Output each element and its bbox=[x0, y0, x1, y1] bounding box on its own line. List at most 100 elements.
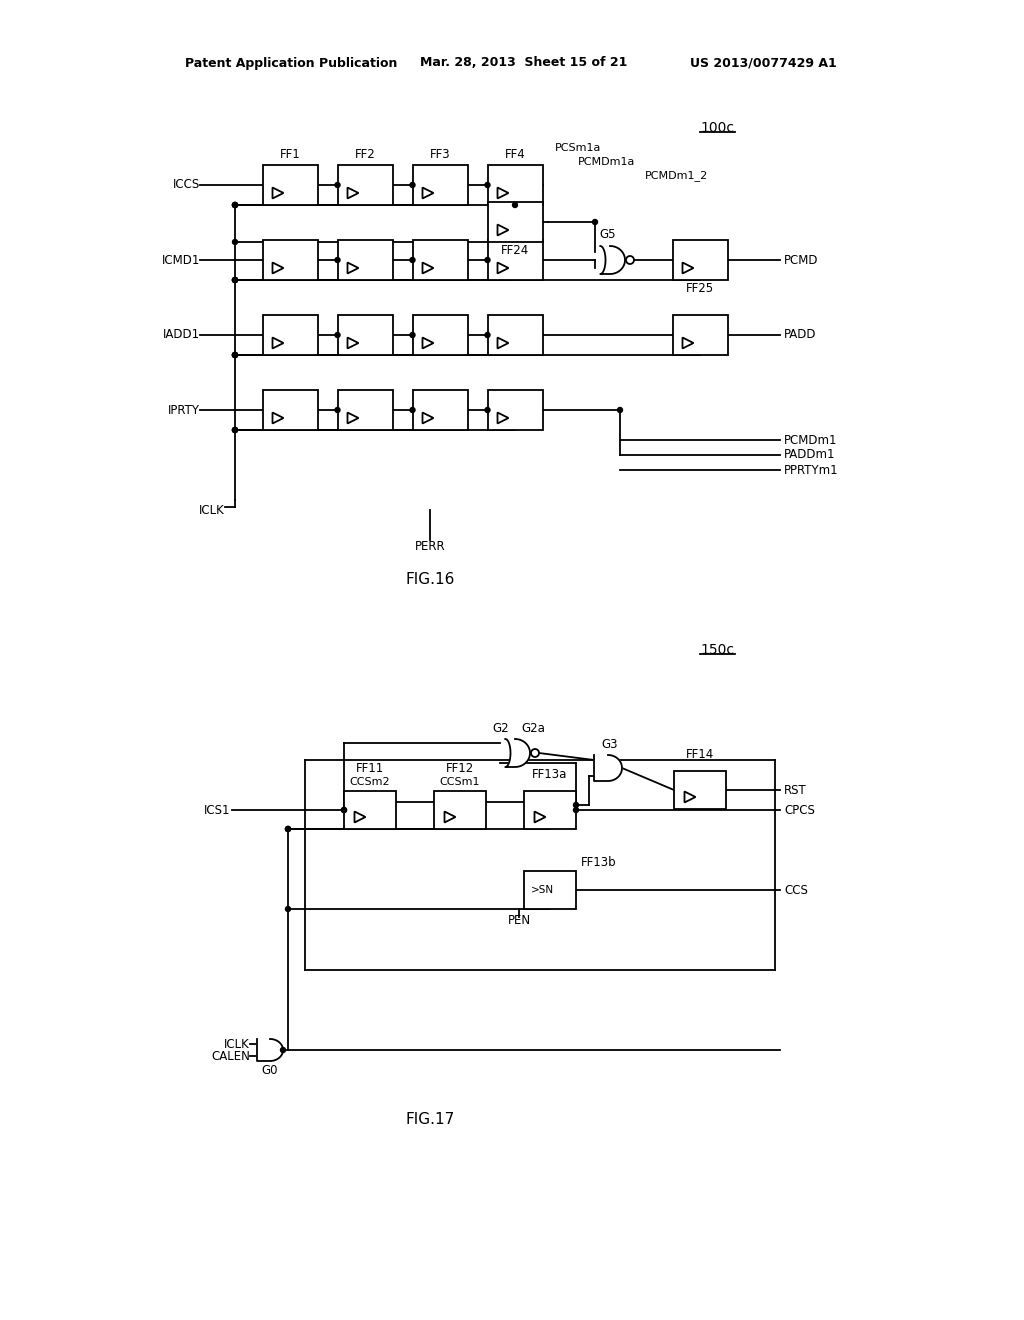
Circle shape bbox=[232, 277, 238, 282]
Polygon shape bbox=[594, 755, 622, 781]
Circle shape bbox=[232, 352, 238, 358]
Text: ICLK: ICLK bbox=[224, 1038, 250, 1051]
Text: FF14: FF14 bbox=[686, 748, 714, 762]
Text: PEN: PEN bbox=[508, 915, 530, 928]
Text: CCSm2: CCSm2 bbox=[349, 777, 390, 787]
Circle shape bbox=[232, 428, 238, 433]
Polygon shape bbox=[498, 187, 509, 198]
Text: CALEN: CALEN bbox=[211, 1049, 250, 1063]
Text: FIG.16: FIG.16 bbox=[406, 573, 455, 587]
Text: CPCS: CPCS bbox=[784, 804, 815, 817]
Circle shape bbox=[232, 202, 238, 207]
Circle shape bbox=[232, 277, 238, 282]
Text: G2: G2 bbox=[493, 722, 509, 735]
Text: G3: G3 bbox=[602, 738, 618, 751]
Text: ICCS: ICCS bbox=[173, 178, 200, 191]
Circle shape bbox=[593, 219, 597, 224]
Bar bbox=[413, 240, 468, 280]
Bar bbox=[338, 389, 392, 430]
Bar bbox=[413, 389, 468, 430]
Polygon shape bbox=[272, 338, 284, 348]
Text: G0: G0 bbox=[262, 1064, 279, 1077]
Circle shape bbox=[286, 826, 291, 832]
Text: G2a: G2a bbox=[521, 722, 545, 735]
Text: FF11: FF11 bbox=[356, 763, 384, 776]
Circle shape bbox=[335, 333, 340, 338]
Text: FF12: FF12 bbox=[445, 763, 474, 776]
Text: FF25: FF25 bbox=[686, 282, 714, 296]
Polygon shape bbox=[272, 187, 284, 198]
Polygon shape bbox=[498, 224, 509, 235]
Circle shape bbox=[410, 333, 415, 338]
Bar bbox=[338, 165, 392, 205]
Bar bbox=[434, 791, 486, 829]
Bar bbox=[524, 871, 575, 909]
Text: Patent Application Publication: Patent Application Publication bbox=[185, 57, 397, 70]
Bar bbox=[413, 315, 468, 355]
Circle shape bbox=[617, 408, 623, 412]
Polygon shape bbox=[423, 187, 433, 198]
Polygon shape bbox=[600, 246, 625, 275]
Circle shape bbox=[335, 257, 340, 263]
Text: PCMDm1_2: PCMDm1_2 bbox=[645, 170, 709, 181]
Circle shape bbox=[410, 257, 415, 263]
Bar bbox=[413, 165, 468, 205]
Bar bbox=[262, 240, 317, 280]
Polygon shape bbox=[272, 263, 284, 273]
Polygon shape bbox=[684, 792, 695, 803]
Circle shape bbox=[232, 352, 238, 358]
Text: G5: G5 bbox=[600, 227, 616, 240]
Circle shape bbox=[485, 333, 490, 338]
Circle shape bbox=[232, 202, 238, 207]
Circle shape bbox=[573, 803, 579, 808]
Circle shape bbox=[232, 202, 238, 207]
Polygon shape bbox=[423, 338, 433, 348]
Circle shape bbox=[286, 907, 291, 912]
Polygon shape bbox=[347, 187, 358, 198]
Text: IPRTY: IPRTY bbox=[168, 404, 200, 417]
Text: RST: RST bbox=[784, 784, 807, 796]
Circle shape bbox=[232, 239, 238, 244]
Bar bbox=[524, 791, 575, 829]
Polygon shape bbox=[498, 263, 509, 273]
Text: CCSm1: CCSm1 bbox=[439, 777, 480, 787]
Circle shape bbox=[286, 826, 291, 832]
Circle shape bbox=[485, 257, 490, 263]
Text: >SN: >SN bbox=[530, 884, 554, 895]
Circle shape bbox=[341, 808, 346, 813]
Polygon shape bbox=[272, 412, 284, 424]
Polygon shape bbox=[535, 812, 546, 822]
Polygon shape bbox=[347, 338, 358, 348]
Circle shape bbox=[335, 408, 340, 412]
Text: ICMD1: ICMD1 bbox=[162, 253, 200, 267]
Text: PCMDm1: PCMDm1 bbox=[784, 433, 838, 446]
Polygon shape bbox=[683, 338, 693, 348]
Text: 150c: 150c bbox=[700, 643, 734, 657]
Circle shape bbox=[281, 1048, 286, 1052]
Bar bbox=[344, 791, 396, 829]
Circle shape bbox=[232, 352, 238, 358]
Polygon shape bbox=[505, 739, 530, 767]
Circle shape bbox=[485, 182, 490, 187]
Text: FF2: FF2 bbox=[354, 149, 376, 161]
Text: PADDm1: PADDm1 bbox=[784, 449, 836, 462]
Polygon shape bbox=[498, 412, 509, 424]
Bar bbox=[338, 315, 392, 355]
Circle shape bbox=[531, 748, 539, 756]
Circle shape bbox=[232, 202, 238, 207]
Polygon shape bbox=[423, 412, 433, 424]
Text: FF13b: FF13b bbox=[581, 855, 616, 869]
Circle shape bbox=[341, 808, 346, 813]
Text: IADD1: IADD1 bbox=[163, 329, 200, 342]
Bar bbox=[262, 315, 317, 355]
Text: PCMD: PCMD bbox=[784, 253, 818, 267]
Circle shape bbox=[232, 352, 238, 358]
Text: ICLK: ICLK bbox=[200, 503, 225, 516]
Bar bbox=[262, 389, 317, 430]
Circle shape bbox=[232, 428, 238, 433]
Text: US 2013/0077429 A1: US 2013/0077429 A1 bbox=[690, 57, 837, 70]
Text: PCSm1a: PCSm1a bbox=[555, 143, 601, 153]
Polygon shape bbox=[498, 338, 509, 348]
Polygon shape bbox=[257, 1039, 283, 1061]
Bar bbox=[487, 315, 543, 355]
